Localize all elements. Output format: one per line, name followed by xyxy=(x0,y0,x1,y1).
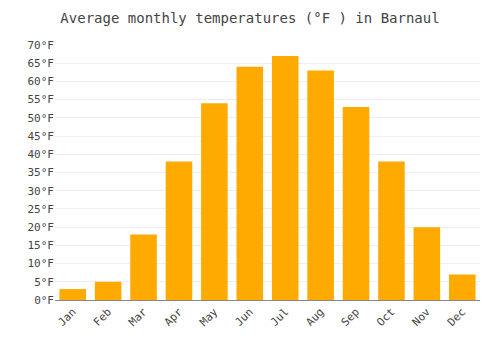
svg-text:Apr: Apr xyxy=(162,305,186,329)
svg-text:Jul: Jul xyxy=(268,306,291,329)
svg-text:50°F: 50°F xyxy=(28,112,55,125)
svg-text:Mar: Mar xyxy=(126,305,150,329)
svg-text:60°F: 60°F xyxy=(28,75,55,88)
svg-text:Nov: Nov xyxy=(410,305,434,329)
svg-text:35°F: 35°F xyxy=(28,166,55,179)
svg-text:65°F: 65°F xyxy=(28,57,55,70)
svg-text:30°F: 30°F xyxy=(28,185,55,198)
svg-text:Jun: Jun xyxy=(233,306,256,329)
svg-text:25°F: 25°F xyxy=(28,203,55,216)
svg-text:55°F: 55°F xyxy=(28,93,55,106)
svg-text:Sep: Sep xyxy=(339,306,362,329)
svg-text:70°F: 70°F xyxy=(28,39,55,52)
svg-text:45°F: 45°F xyxy=(28,130,55,143)
svg-text:Jan: Jan xyxy=(55,306,78,329)
svg-text:Dec: Dec xyxy=(445,306,468,329)
svg-text:40°F: 40°F xyxy=(28,148,55,161)
svg-text:Oct: Oct xyxy=(374,306,397,329)
svg-text:0°F: 0°F xyxy=(34,294,54,307)
svg-text:5°F: 5°F xyxy=(34,276,54,289)
svg-text:May: May xyxy=(197,305,221,329)
svg-text:Aug: Aug xyxy=(303,306,326,329)
svg-text:15°F: 15°F xyxy=(28,239,55,252)
svg-text:10°F: 10°F xyxy=(28,257,55,270)
svg-text:Average monthly temperatures (: Average monthly temperatures (°F ) in Ba… xyxy=(60,10,439,26)
svg-text:20°F: 20°F xyxy=(28,221,55,234)
svg-text:Feb: Feb xyxy=(91,306,114,329)
